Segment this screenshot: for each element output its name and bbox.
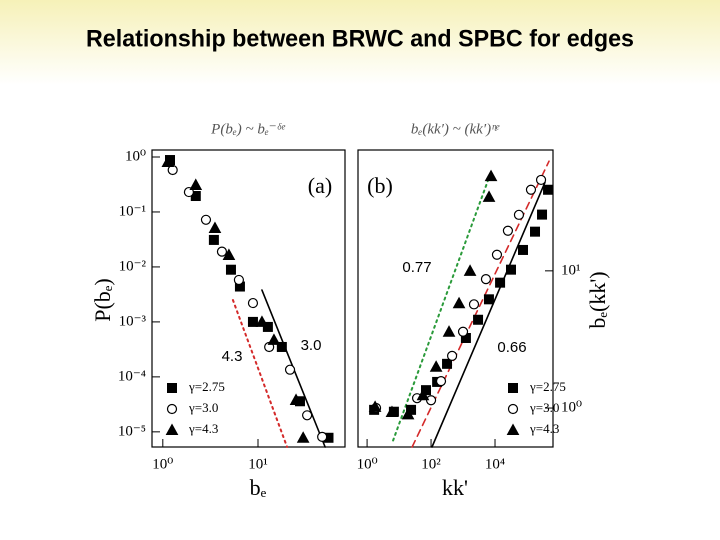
legend-marker: [508, 383, 518, 393]
y-tick-label: 10⁻⁴: [118, 368, 146, 384]
fit-line: [392, 173, 491, 442]
point: [442, 325, 456, 337]
point: [484, 169, 498, 182]
point: [208, 234, 219, 245]
point: [296, 431, 310, 443]
point: [222, 248, 236, 260]
point: [216, 246, 228, 257]
legend-marker: [167, 383, 177, 393]
plot-frame: [151, 149, 346, 448]
legend-label: γ=3.0: [529, 400, 559, 415]
point: [435, 376, 447, 387]
point: [452, 296, 466, 309]
point: [457, 326, 469, 337]
y-tick-label: 10⁰: [561, 399, 582, 415]
point: [200, 214, 212, 225]
point: [468, 299, 480, 310]
legend-marker: [165, 423, 179, 435]
legend-marker: [506, 423, 520, 435]
point: [535, 174, 547, 186]
slide-title: Relationship between BRWC and SPBC for e…: [86, 25, 634, 52]
point: [518, 244, 529, 255]
x-tick-label: 10¹: [248, 456, 268, 472]
point: [495, 277, 506, 288]
point: [247, 297, 259, 309]
point: [483, 294, 494, 305]
fit-line: [231, 299, 289, 448]
point: [502, 225, 514, 236]
legend-label: γ=2.75: [188, 379, 225, 394]
point: [446, 350, 458, 361]
legend-marker: [507, 403, 519, 415]
x-tick-label: 10⁴: [485, 456, 505, 472]
fit-line: [431, 181, 546, 448]
point: [429, 360, 443, 372]
fit-label: 3.0: [301, 337, 322, 354]
point: [530, 226, 541, 237]
legend-label: γ=3.0: [188, 400, 218, 415]
point: [480, 274, 492, 285]
panel-label: (a): [308, 173, 332, 198]
fit-label: 0.77: [402, 259, 431, 276]
panel-label: (b): [367, 173, 393, 198]
plot-frame: [357, 149, 554, 448]
x-tick-label: 10⁰: [152, 456, 173, 472]
point: [482, 190, 496, 202]
point: [385, 405, 399, 418]
point: [208, 221, 222, 234]
point: [276, 341, 287, 352]
point: [302, 410, 313, 421]
point: [368, 400, 382, 412]
point: [267, 333, 281, 345]
x-tick-label: 10⁰: [357, 456, 378, 472]
point: [505, 264, 516, 275]
y-axis-label: P(bₑ): [90, 278, 115, 322]
fit-label: 0.66: [497, 339, 526, 356]
x-axis-label: kk': [442, 475, 468, 500]
y-tick-label: 10⁻²: [119, 258, 147, 274]
point: [513, 209, 525, 220]
y-tick-label: 10⁰: [125, 148, 146, 164]
y-axis-label: bₑ(kk'): [585, 271, 610, 328]
point: [255, 315, 269, 327]
point: [317, 431, 328, 442]
y-tick-label: 10⁻¹: [119, 203, 146, 219]
point: [289, 393, 303, 405]
legend-label: γ=4.3: [529, 421, 559, 436]
point: [247, 316, 258, 327]
x-axis-label: bₑ: [250, 475, 267, 500]
y-tick-label: 10⁻³: [119, 313, 147, 329]
y-tick-label: 10¹: [561, 262, 581, 278]
legend-label: γ=4.3: [188, 421, 218, 436]
point: [262, 321, 273, 332]
legend-label: γ=2.75: [529, 379, 566, 394]
point: [225, 264, 236, 275]
legend-marker: [166, 403, 178, 415]
point: [525, 184, 537, 195]
point: [491, 249, 503, 260]
point: [463, 264, 477, 276]
point: [543, 184, 554, 195]
point: [442, 358, 453, 369]
point: [161, 155, 175, 168]
y-tick-label: 10⁻⁵: [118, 423, 146, 439]
point: [473, 314, 484, 325]
chart-title: P(bₑ) ~ bₑ⁻ᵟᵉ: [210, 121, 286, 137]
point: [416, 388, 430, 401]
point: [233, 274, 245, 286]
fit-label: 4.3: [222, 348, 243, 365]
point: [284, 364, 296, 375]
point: [189, 178, 203, 190]
point: [425, 395, 437, 406]
point: [401, 407, 415, 420]
title-band: [0, 0, 720, 85]
point: [537, 209, 548, 220]
chart-title: bₑ(kk′) ~ (kk′)ᶯᵉ: [411, 121, 500, 137]
x-tick-label: 10²: [421, 456, 441, 472]
